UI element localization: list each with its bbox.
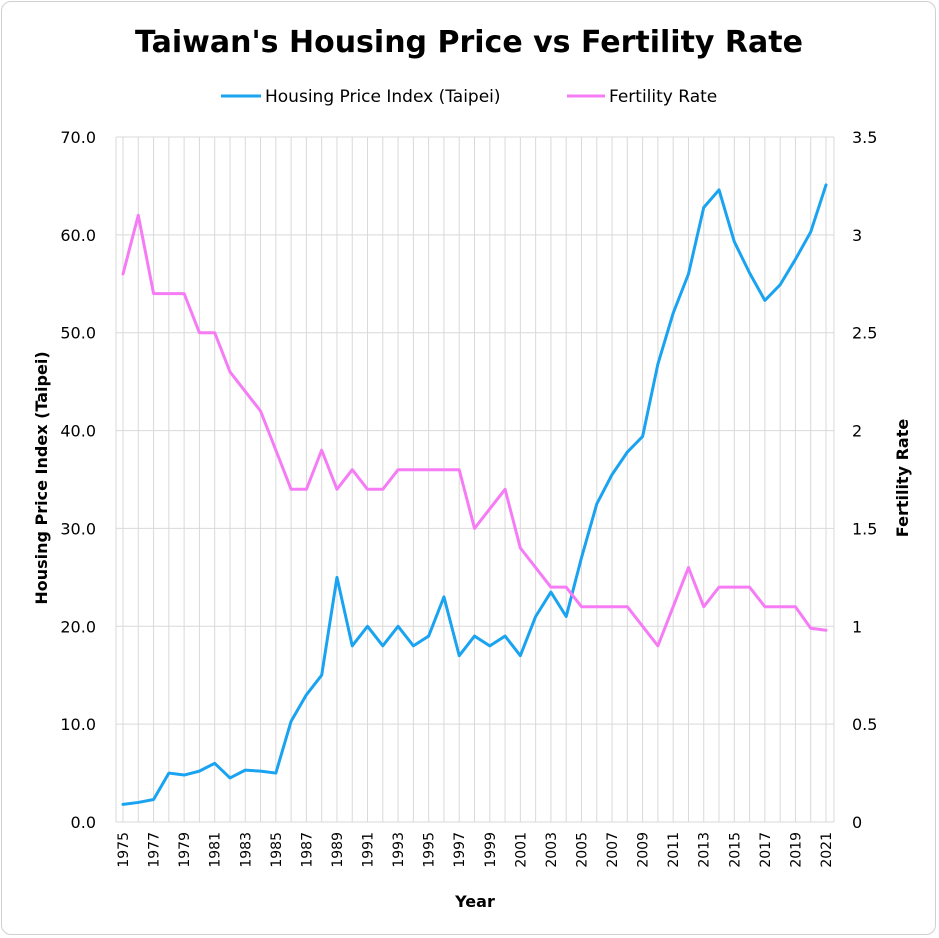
x-axis-ticks: 1975 1977 1979 1981 1983 1985 1987 1989 1991 1993… [116,832,835,868]
y-left-tick-label: 70.0 [60,128,96,147]
legend-label-housing: Housing Price Index (Taipei) [265,87,501,107]
gridlines [115,136,835,823]
y-right-tick-label: 1 [852,617,862,636]
chart-title: Taiwan's Housing Price vs Fertility Rate [135,25,803,60]
x-tick-label: 2007 [605,832,621,868]
y-axis-right-ticks: 0 0.5 1 1.5 2 2.5 3 3.5 [852,128,877,832]
y-axis-left-ticks: 0.0 10.0 20.0 30.0 40.0 50.0 60.0 70.0 [60,128,96,832]
x-tick-label: 2013 [697,832,713,868]
y-left-tick-label: 20.0 [60,617,96,636]
x-tick-label: 1983 [238,832,254,868]
x-tick-label: 2011 [666,832,682,868]
series-line-fertility-rate [121,213,828,648]
x-tick-label: 2009 [636,832,652,868]
x-tick-label: 1979 [177,832,193,868]
x-tick-label: 1985 [269,832,285,868]
x-tick-label: 1999 [483,832,499,868]
y-left-tick-label: 50.0 [60,324,96,343]
x-tick-label: 1991 [361,832,377,868]
y-left-tick-label: 0.0 [71,813,96,832]
x-tick-label: 2005 [574,832,590,868]
series-line-housing-price [121,183,828,806]
x-tick-label: 1987 [299,832,315,868]
x-tick-label: 1975 [116,832,132,868]
y-right-tick-label: 2 [852,422,862,441]
x-tick-label: 1989 [330,832,346,868]
y-axis-right-title: Fertility Rate [893,419,912,538]
y-left-tick-label: 40.0 [60,422,96,441]
y-right-tick-label: 0 [852,813,862,832]
legend: Housing Price Index (Taipei) Fertility R… [221,87,717,107]
x-tick-label: 2001 [513,832,529,868]
x-tick-label: 2015 [727,832,743,868]
x-tick-label: 2019 [788,832,804,868]
x-tick-label: 2021 [819,832,835,868]
x-tick-label: 1995 [422,832,438,868]
legend-label-fertility: Fertility Rate [609,87,717,107]
x-tick-label: 1981 [208,832,224,868]
y-left-tick-label: 60.0 [60,226,96,245]
x-tick-label: 1997 [452,832,468,868]
series-lines [121,183,828,806]
y-left-tick-label: 30.0 [60,519,96,538]
y-right-tick-label: 3.5 [852,128,877,147]
y-right-tick-label: 2.5 [852,324,877,343]
x-tick-label: 2017 [758,832,774,868]
y-right-tick-label: 1.5 [852,519,877,538]
x-tick-label: 1993 [391,832,407,868]
x-tick-label: 2003 [544,832,560,868]
x-tick-label: 1977 [147,832,163,868]
y-left-tick-label: 10.0 [60,715,96,734]
y-right-tick-label: 3 [852,226,862,245]
x-axis-title: Year [454,892,495,911]
y-right-tick-label: 0.5 [852,715,877,734]
y-axis-left-title: Housing Price Index (Taipei) [32,351,51,604]
